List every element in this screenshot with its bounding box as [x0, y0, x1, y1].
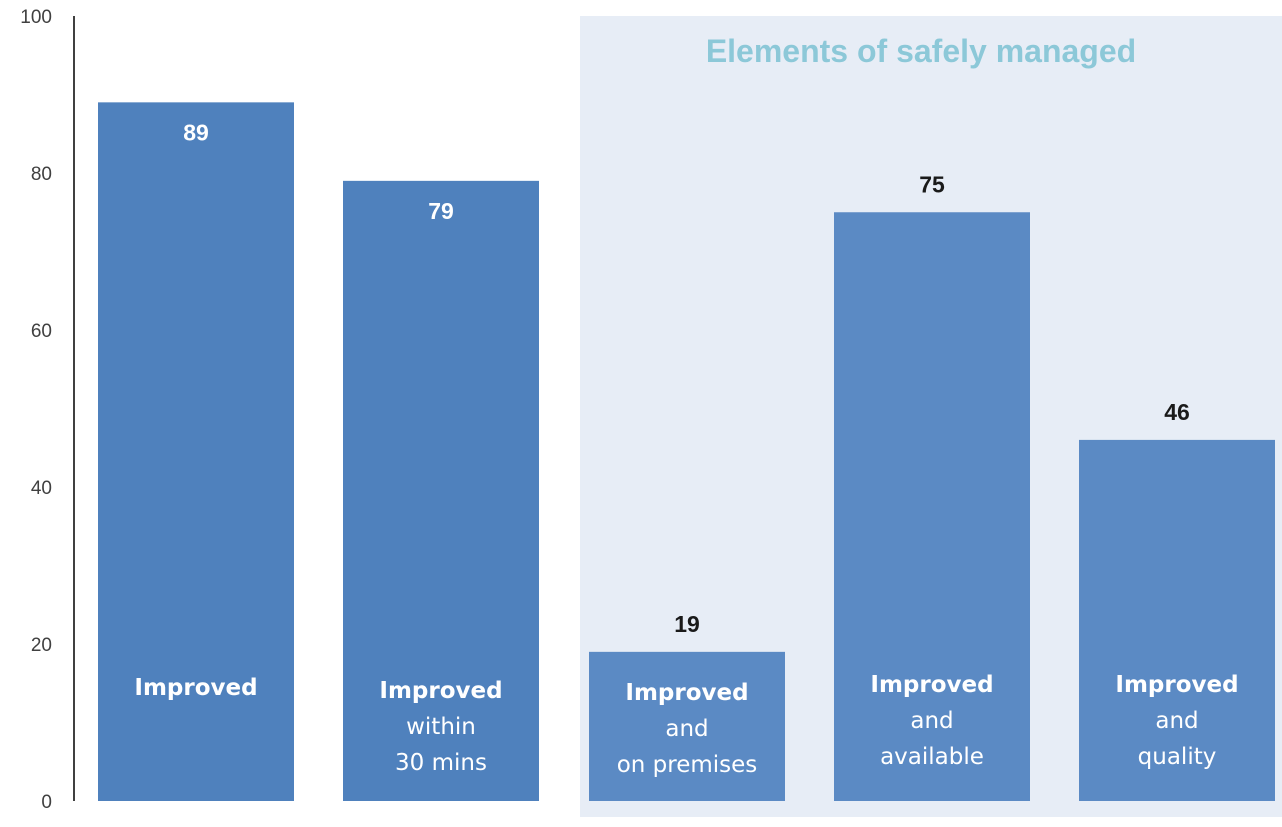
bar-category-label: and — [665, 716, 708, 742]
bar-category-label: 30 mins — [395, 750, 487, 776]
bar-category-label: Improved — [134, 675, 257, 701]
value-labels: 89 79 19 75 46 — [183, 119, 1190, 637]
bar-category-label: Improved — [379, 678, 502, 704]
bar-category-label: and — [910, 708, 953, 734]
y-tick-label: 20 — [31, 635, 52, 656]
y-tick-label: 40 — [31, 478, 52, 499]
bar — [589, 651, 785, 801]
bar — [1079, 439, 1275, 801]
bar-category-labels: Improved Improved within 30 mins Improved and… — [134, 672, 1238, 778]
bar — [343, 180, 539, 802]
bar-category-label: quality — [1138, 744, 1217, 770]
panel-title: Elements of safely managed — [706, 33, 1136, 69]
bar-category-label: Improved — [1115, 672, 1238, 698]
bar-value-label: 75 — [919, 171, 945, 197]
bar-category-label: and — [1155, 708, 1198, 734]
bar-value-label: 89 — [183, 119, 209, 145]
y-tick-label: 100 — [20, 7, 52, 28]
y-tick-label: 60 — [31, 321, 52, 342]
y-axis-ticks: 0 20 40 60 80 100 — [20, 7, 52, 813]
bar-category-label: on premises — [617, 752, 758, 778]
y-tick-label: 0 — [41, 792, 52, 813]
bars — [98, 102, 1275, 802]
bar-value-label: 19 — [674, 611, 700, 637]
y-tick-label: 80 — [31, 164, 52, 185]
bar — [834, 212, 1030, 801]
bar-category-label: Improved — [870, 672, 993, 698]
bar-value-label: 46 — [1164, 399, 1190, 425]
bar — [98, 102, 294, 802]
bar-category-label: within — [406, 714, 476, 740]
bar-category-label: Improved — [625, 680, 748, 706]
bar-value-label: 79 — [428, 198, 454, 224]
bar-category-label: available — [880, 744, 984, 770]
